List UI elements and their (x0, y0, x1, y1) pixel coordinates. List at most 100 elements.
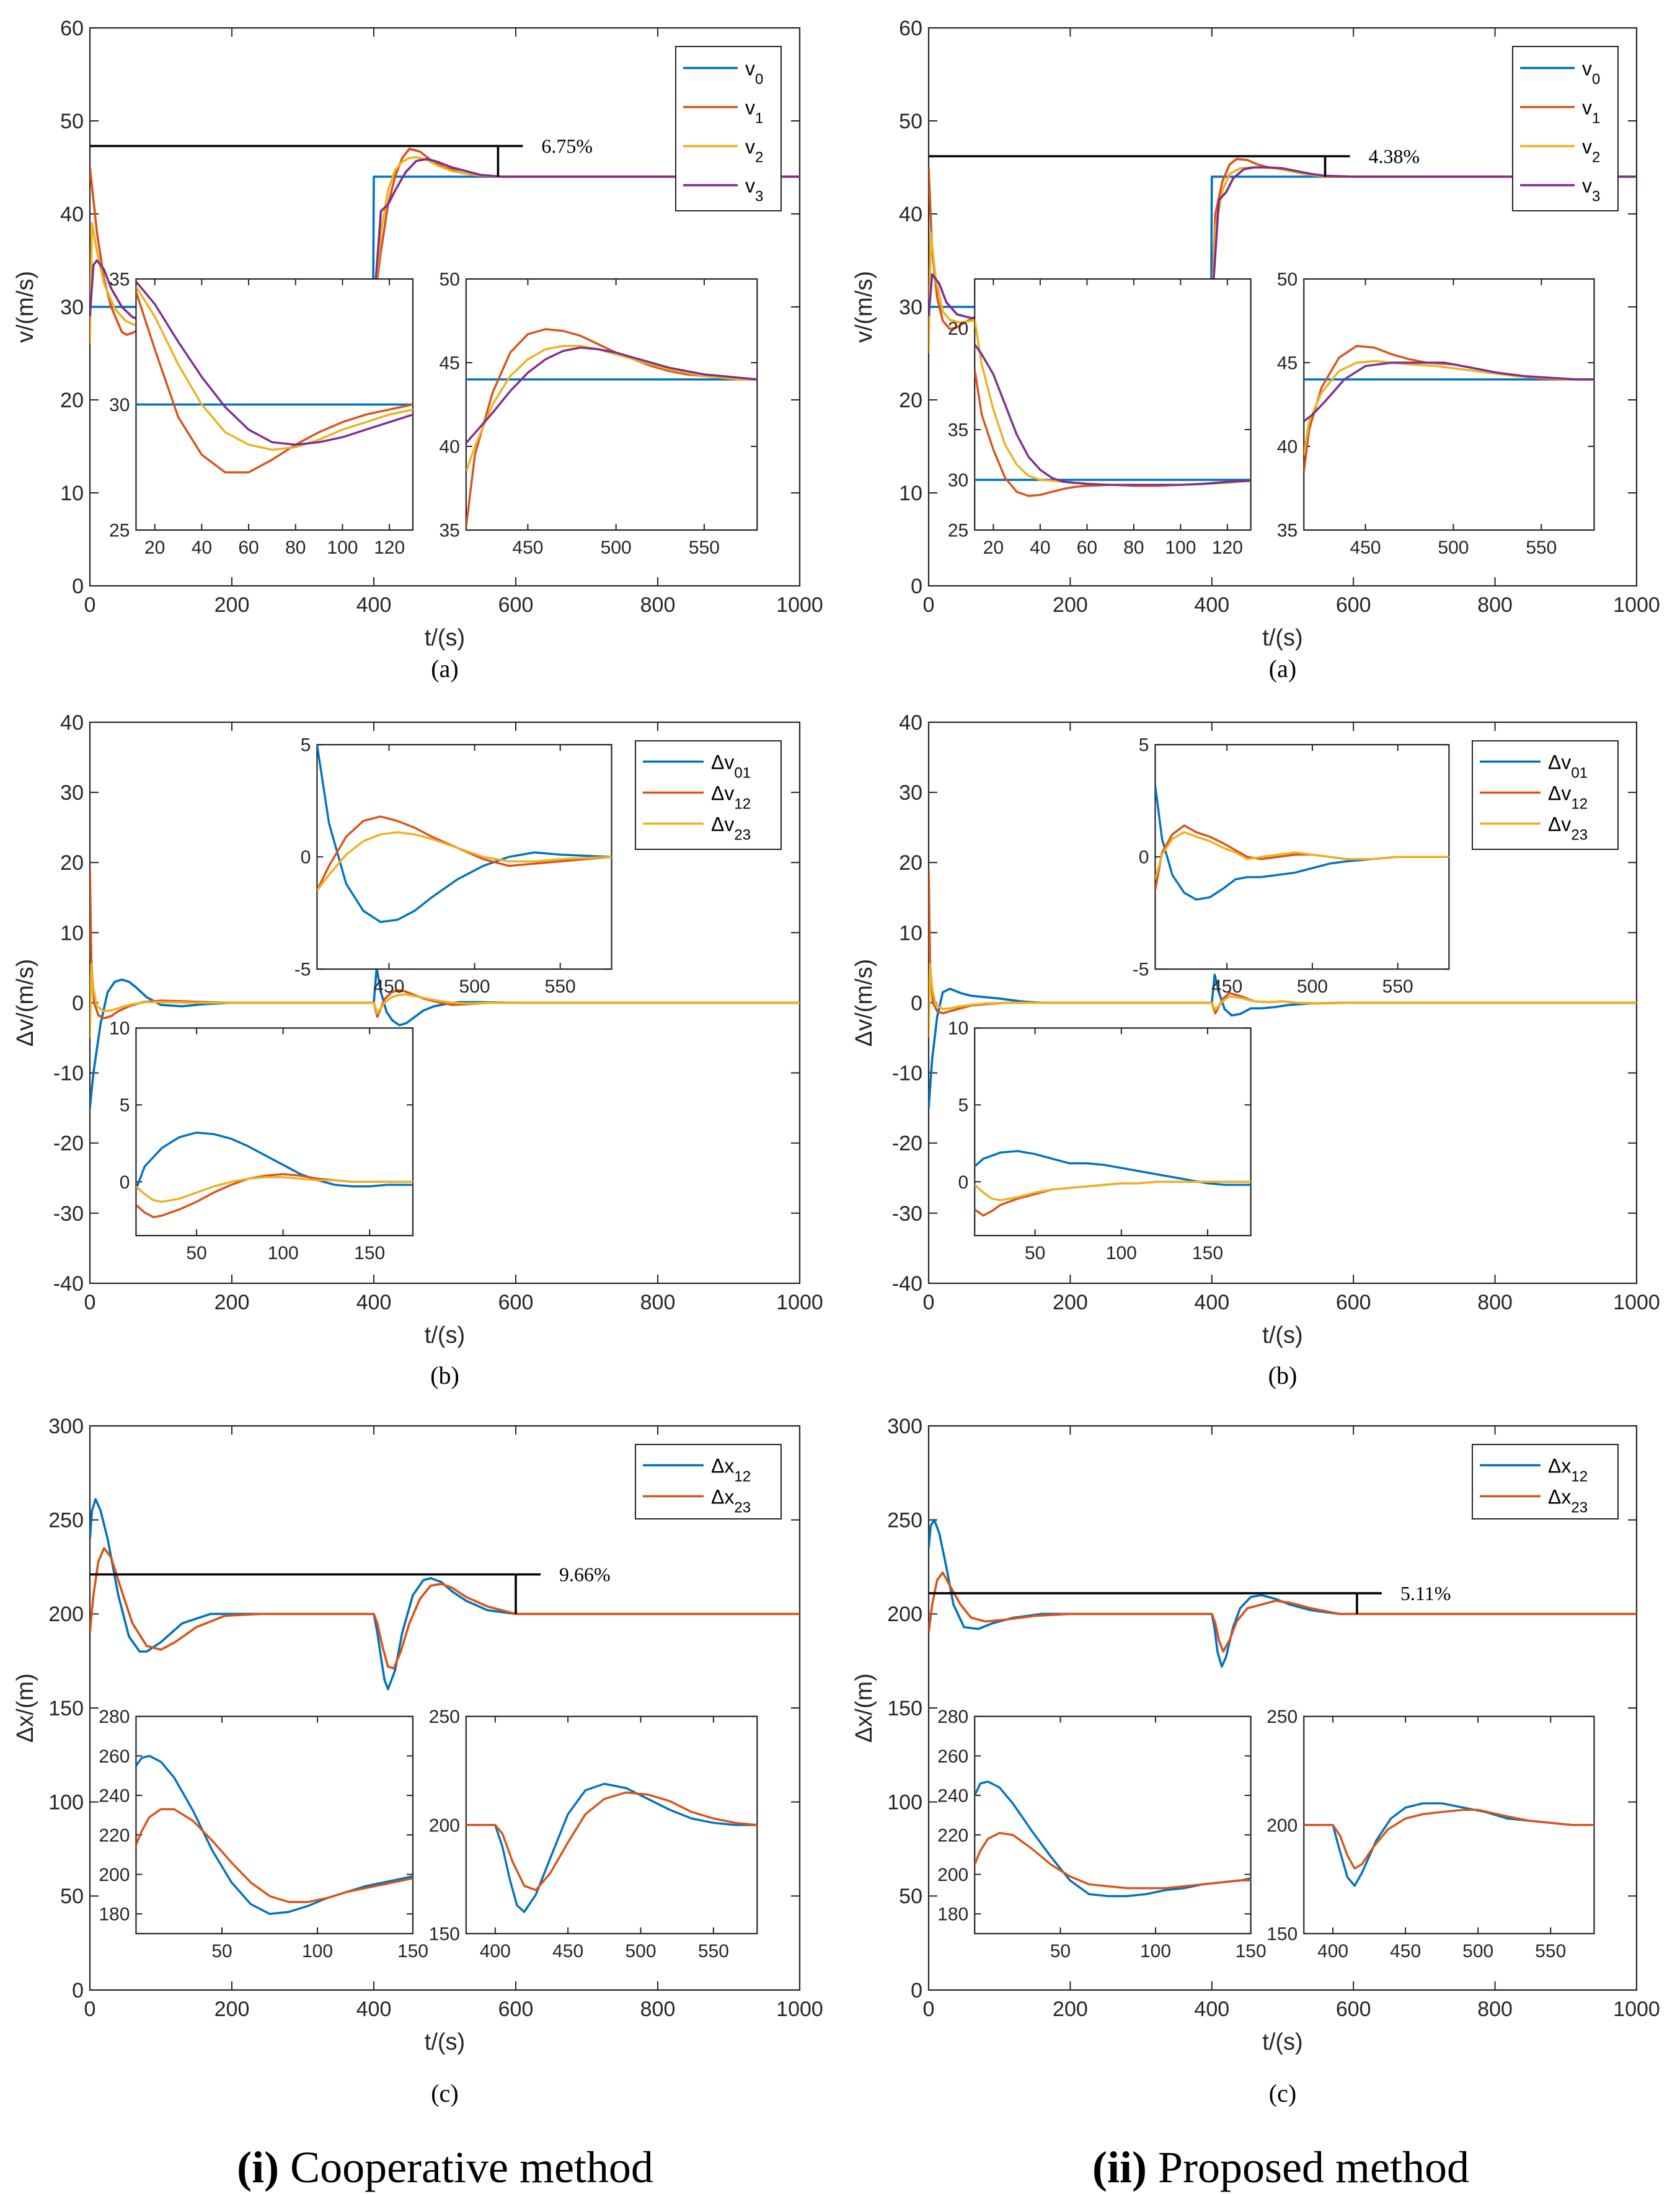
main-ytick-label: 20 (60, 851, 84, 875)
inset-2: 450 500 550 35 40 45 50 (439, 270, 758, 558)
inset-series-line-2 (1155, 831, 1449, 880)
inset-xtick-label: 80 (285, 537, 306, 558)
inset-xtick-label: 550 (698, 1941, 729, 1962)
main-ytick-label: 60 (60, 17, 84, 40)
main-ytick-label: 40 (899, 711, 922, 735)
inset-series-line-0 (317, 745, 612, 923)
main-xtick-label: 800 (640, 1997, 676, 2021)
main-plot-area (90, 869, 800, 1108)
inset-series-line-1 (1304, 1808, 1594, 1870)
main-ytick-label: 40 (60, 711, 84, 735)
inset-ytick-label: 180 (99, 1904, 130, 1925)
inset-xtick-label: 400 (480, 1941, 511, 1962)
inset-2: 450 500 550 35 40 45 50 (1277, 270, 1595, 558)
chart-prop-spacing: 0 200 400 600 800 1000 0 50 100 150 200 250 300 t/(s)… (851, 1415, 1660, 2107)
main-ytick-label: 50 (899, 110, 922, 133)
inset-xtick-label: 450 (512, 537, 543, 558)
main-ytick-label: 300 (887, 1415, 922, 1438)
main-ytick-label: 40 (899, 203, 922, 226)
y-axis-label: Δx/(m) (12, 1673, 38, 1743)
inset-xtick-label: 500 (459, 976, 490, 997)
legend-entry-v2: v2 (1582, 136, 1600, 166)
inset-xtick-label: 50 (186, 1243, 206, 1263)
inset-series-line-2 (136, 1176, 413, 1203)
inset-series-line-3 (975, 343, 1251, 486)
legend-box (675, 46, 782, 211)
overshoot-label: 5.11% (1400, 1582, 1451, 1604)
main-xtick-label: 600 (1336, 1291, 1371, 1314)
main-xtick-label: 200 (214, 1291, 250, 1314)
inset-xtick-label: 50 (211, 1941, 232, 1962)
main-xtick-label: 1000 (776, 1997, 823, 2021)
inset-plot-area (136, 281, 413, 474)
main-ytick-label: 0 (911, 575, 922, 598)
main-xtick-label: 0 (923, 1291, 935, 1314)
inset-series-line-2 (136, 286, 413, 451)
inset-ytick-label: 0 (1139, 847, 1149, 868)
inset-plot-area (136, 1131, 413, 1218)
inset-ytick-label: 45 (439, 353, 459, 374)
inset-ytick-label: 200 (1267, 1815, 1298, 1836)
inset-xtick-label: 100 (1165, 537, 1196, 558)
inset-1: 20 40 60 80 100 120 25 30 35 (109, 270, 414, 558)
inset-xtick-label: 150 (354, 1243, 385, 1263)
inset-xtick-label: 500 (1438, 537, 1469, 558)
inset-ytick-label: 5 (301, 735, 311, 756)
main-ytick-label: 10 (899, 921, 922, 945)
inset-frame (1303, 278, 1595, 531)
legend-entry-v1: v1 (745, 97, 763, 127)
main-xtick-label: 800 (1477, 593, 1513, 617)
inset-xtick-label: 550 (1535, 1941, 1566, 1962)
series-line-v3 (929, 166, 1637, 319)
inset-series-line-1 (136, 1808, 413, 1903)
inset-xtick-label: 80 (1123, 537, 1144, 558)
inset-1: 20 40 60 80 100 120 25 30 35 20 (948, 278, 1252, 558)
inset-ytick-label: 35 (1277, 521, 1298, 541)
inset-frame (465, 1715, 758, 1935)
legend-entry-dx23: Δx23 (711, 1486, 751, 1516)
inset-ytick-label: 5 (1139, 735, 1149, 756)
main-ytick-label: 60 (899, 17, 922, 40)
main-ytick-label: 50 (899, 1885, 922, 1908)
inset-ytick-label: 10 (109, 1019, 130, 1039)
inset-series-line-3 (136, 281, 413, 446)
inset-xtick-label: 450 (552, 1941, 583, 1962)
inset-series-line-1 (317, 815, 612, 891)
main-xtick-label: 200 (214, 593, 250, 617)
inset-ytick-label: 30 (948, 471, 968, 491)
inset-ytick-label: 260 (99, 1746, 130, 1767)
inset-frame (465, 278, 758, 531)
chart-coop-velocity-diff: 0 200 400 600 800 1000-40-30-20-10010203040t/… (12, 711, 823, 1389)
inset-xtick-label: 20 (983, 537, 1004, 558)
inset-xtick-label: 120 (1212, 537, 1243, 558)
inset-frame (1303, 1715, 1595, 1935)
series-line-dv23 (929, 963, 1637, 1038)
main-xtick-label: 800 (1477, 1291, 1513, 1314)
inset-plot-area (1304, 345, 1594, 472)
legend-entry-v2: v2 (745, 136, 763, 166)
inset-xtick-label: 450 (373, 976, 404, 997)
overshoot-label: 9.66% (559, 1564, 611, 1586)
main-ytick-label: 30 (899, 296, 922, 319)
x-axis-label: t/(s) (425, 1322, 465, 1348)
main-ytick-label: 250 (887, 1509, 922, 1533)
main-ytick-label: 10 (899, 482, 922, 505)
column-caption-2: (ii) Proposed method (1092, 2143, 1469, 2192)
inset-ytick-label: 200 (429, 1815, 460, 1836)
main-xtick-label: 0 (84, 1997, 96, 2021)
inset-plot-area (466, 1782, 758, 1913)
y-axis-label: Δv/(m/s) (851, 959, 877, 1046)
inset-ytick-label: 180 (937, 1904, 968, 1925)
main-ytick-label: -30 (53, 1202, 84, 1226)
main-xtick-label: 200 (214, 1997, 250, 2021)
main-ytick-label: -30 (892, 1202, 922, 1226)
y-axis-label: Δv/(m/s) (12, 959, 38, 1046)
inset-ytick-label: 5 (120, 1095, 130, 1116)
inset-xtick-label: 150 (397, 1941, 428, 1962)
inset-xtick-label: 100 (1140, 1941, 1171, 1962)
main-ytick-label: -20 (892, 1132, 922, 1156)
inset-xtick-label: 50 (1025, 1243, 1045, 1263)
main-xtick-label: 600 (1336, 1997, 1371, 2021)
inset-ytick-label: 35 (948, 420, 968, 441)
